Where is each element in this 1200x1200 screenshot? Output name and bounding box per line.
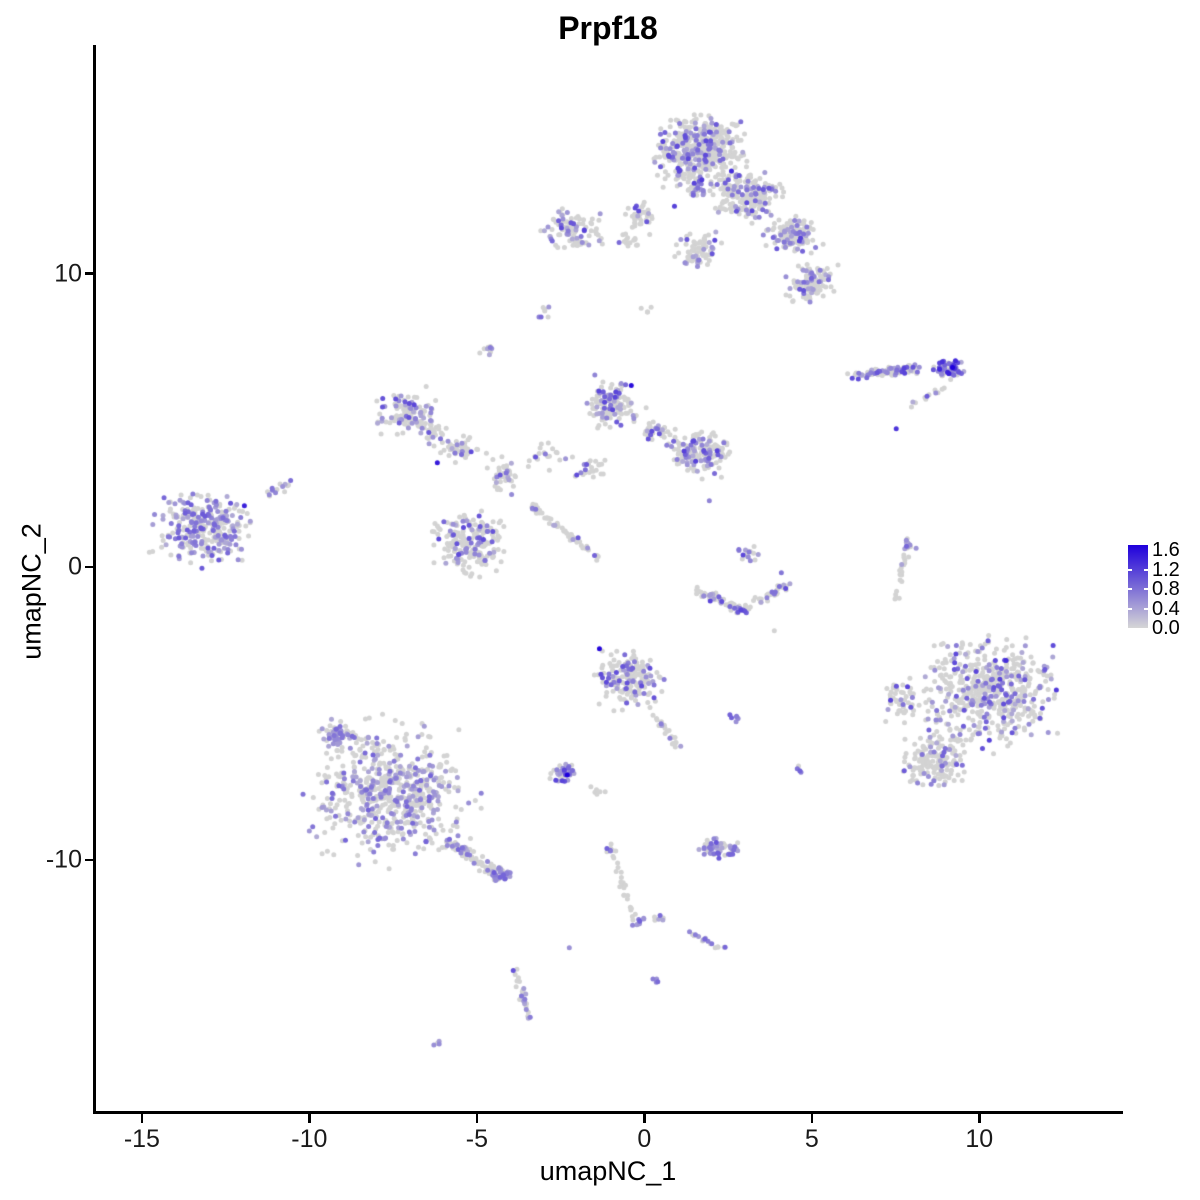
x-tick-label: 5 — [804, 1125, 819, 1153]
y-tick-mark — [85, 565, 94, 569]
x-tick-label: -15 — [123, 1125, 160, 1153]
x-tick-label: 0 — [637, 1125, 652, 1153]
legend-notch — [1128, 568, 1132, 571]
x-tick-mark — [140, 1114, 144, 1123]
legend-notch — [1128, 607, 1132, 610]
legend-tick-label: 0.8 — [1152, 578, 1180, 600]
x-tick-label: -5 — [465, 1125, 488, 1153]
x-tick-label: -10 — [291, 1125, 328, 1153]
x-tick-mark — [643, 1114, 646, 1123]
legend-tick-label: 0.4 — [1152, 597, 1180, 620]
plot-title: Prpf18 — [558, 10, 658, 46]
y-tick-label: 0 — [68, 552, 82, 581]
y-tick-label: -10 — [45, 845, 82, 874]
legend-notch — [1144, 607, 1148, 610]
x-axis-line — [93, 1111, 1123, 1114]
y-axis-title: umapNC_2 — [16, 523, 47, 660]
x-tick-mark — [475, 1114, 479, 1123]
x-tick-mark — [810, 1114, 814, 1123]
y-tick-mark — [85, 272, 94, 275]
legend-tick-label: 0.0 — [1152, 617, 1180, 639]
x-tick-label: 10 — [965, 1125, 994, 1153]
x-axis-title: umapNC_1 — [539, 1156, 677, 1186]
legend-colorbar — [1128, 545, 1148, 628]
y-axis-line — [93, 45, 96, 1114]
legend-tick-label: 1.2 — [1152, 558, 1180, 581]
x-tick-mark — [308, 1114, 311, 1123]
y-tick-mark — [85, 858, 94, 862]
x-tick-mark — [978, 1114, 981, 1123]
legend-notch — [1144, 588, 1148, 590]
y-tick-label: 10 — [54, 259, 82, 288]
legend-tick-label: 1.6 — [1152, 539, 1180, 561]
legend-notch — [1144, 568, 1148, 571]
legend-notch — [1128, 588, 1132, 590]
